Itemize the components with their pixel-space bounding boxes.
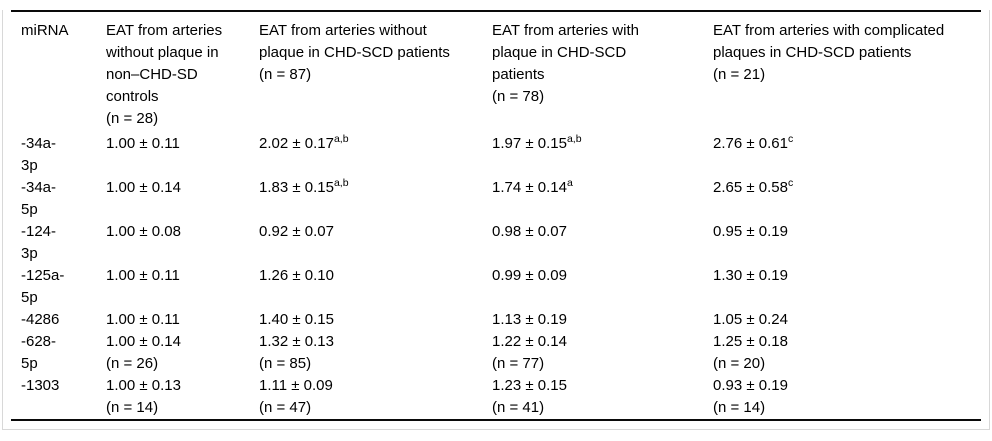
value-cell: 1.11 ± 0.09 (n = 47) (259, 375, 492, 420)
value-text: 1.22 ± 0.14 (n = 77) (492, 333, 567, 372)
column-header-chdscd-plaque: EAT from arteries with plaque in CHD-SCD… (492, 22, 639, 105)
mirna-expression-table: miRNA EAT from arteries without plaque i… (11, 10, 981, 421)
value-cell: 2.65 ± 0.58c (713, 177, 981, 221)
value-text: 1.97 ± 0.15 (492, 135, 567, 152)
value-text: 1.83 ± 0.15 (259, 179, 334, 196)
value-cell: 1.26 ± 0.10 (259, 265, 492, 309)
value-text: 1.30 ± 0.19 (713, 267, 788, 284)
value-cell: 1.22 ± 0.14 (n = 77) (492, 331, 713, 375)
table-row: -628- 5p 1.00 ± 0.14 (n = 26) 1.32 ± 0.1… (11, 331, 981, 375)
value-cell: 1.40 ± 0.15 (259, 309, 492, 331)
value-text: 1.23 ± 0.15 (n = 41) (492, 377, 567, 416)
significance-superscript: c (787, 133, 794, 145)
value-text: 1.00 ± 0.13 (n = 14) (106, 377, 181, 416)
value-text: 1.25 ± 0.18 (n = 20) (713, 333, 788, 372)
value-text: 1.26 ± 0.10 (259, 267, 334, 284)
value-text: 0.93 ± 0.19 (n = 14) (713, 377, 788, 416)
table-row: -124- 3p 1.00 ± 0.08 0.92 ± 0.07 0.98 ± … (11, 221, 981, 265)
significance-superscript: a,b (566, 133, 582, 145)
value-text: 0.92 ± 0.07 (259, 223, 334, 240)
significance-superscript: a (566, 177, 573, 189)
value-cell: 1.32 ± 0.13 (n = 85) (259, 331, 492, 375)
value-cell: 1.23 ± 0.15 (n = 41) (492, 375, 713, 420)
value-cell: 1.00 ± 0.11 (106, 133, 259, 177)
value-cell: 1.83 ± 0.15a,b (259, 177, 492, 221)
mirna-table-container: miRNA EAT from arteries without plaque i… (2, 10, 990, 430)
table-row: -125a- 5p 1.00 ± 0.11 1.26 ± 0.10 0.99 ±… (11, 265, 981, 309)
table-row: -34a- 3p 1.00 ± 0.11 2.02 ± 0.17a,b 1.97… (11, 133, 981, 177)
row-label-cell: -125a- 5p (21, 267, 65, 306)
value-text: 2.76 ± 0.61 (713, 135, 788, 152)
significance-superscript: a,b (333, 133, 349, 145)
value-cell: 1.30 ± 0.19 (713, 265, 981, 309)
row-label-cell: -4286 (21, 311, 60, 328)
value-text: 0.98 ± 0.07 (492, 223, 567, 240)
value-cell: 1.13 ± 0.19 (492, 309, 713, 331)
value-cell: 1.00 ± 0.11 (106, 309, 259, 331)
value-text: 0.95 ± 0.19 (713, 223, 788, 240)
value-text: 1.00 ± 0.11 (106, 135, 180, 152)
value-cell: 1.00 ± 0.13 (n = 14) (106, 375, 259, 420)
value-text: 2.02 ± 0.17 (259, 135, 334, 152)
value-cell: 1.00 ± 0.08 (106, 221, 259, 265)
value-text: 1.00 ± 0.14 (106, 179, 181, 196)
row-label-cell: -34a- 5p (21, 179, 57, 218)
value-cell: 0.98 ± 0.07 (492, 221, 713, 265)
value-text: 1.05 ± 0.24 (713, 311, 788, 328)
row-label-cell: -124- 3p (21, 223, 57, 262)
value-cell: 1.00 ± 0.14 (106, 177, 259, 221)
value-cell: 1.05 ± 0.24 (713, 309, 981, 331)
table-row: -1303 1.00 ± 0.13 (n = 14) 1.11 ± 0.09 (… (11, 375, 981, 420)
table-row: -4286 1.00 ± 0.11 1.40 ± 0.15 1.13 ± 0.1… (11, 309, 981, 331)
value-cell: 0.99 ± 0.09 (492, 265, 713, 309)
value-cell: 0.95 ± 0.19 (713, 221, 981, 265)
header-row: miRNA EAT from arteries without plaque i… (11, 11, 981, 133)
value-text: 1.00 ± 0.14 (n = 26) (106, 333, 181, 372)
value-cell: 1.25 ± 0.18 (n = 20) (713, 331, 981, 375)
value-cell: 1.00 ± 0.14 (n = 26) (106, 331, 259, 375)
value-text: 1.40 ± 0.15 (259, 311, 334, 328)
value-text: 0.99 ± 0.09 (492, 267, 567, 284)
value-text: 1.00 ± 0.11 (106, 267, 180, 284)
value-cell: 1.97 ± 0.15a,b (492, 133, 713, 177)
value-cell: 0.92 ± 0.07 (259, 221, 492, 265)
column-header-mirna: miRNA (21, 22, 69, 39)
column-header-chdscd-no-plaque: EAT from arteries without plaque in CHD-… (259, 22, 450, 83)
value-cell: 0.93 ± 0.19 (n = 14) (713, 375, 981, 420)
value-cell: 2.76 ± 0.61c (713, 133, 981, 177)
table-row: -34a- 5p 1.00 ± 0.14 1.83 ± 0.15a,b 1.74… (11, 177, 981, 221)
column-header-chdscd-complicated-plaque: EAT from arteries with complicated plaqu… (713, 22, 945, 83)
value-cell: 1.74 ± 0.14a (492, 177, 713, 221)
value-text: 1.32 ± 0.13 (n = 85) (259, 333, 334, 372)
row-label-cell: -34a- 3p (21, 135, 57, 174)
row-label-cell: -628- 5p (21, 333, 57, 372)
column-header-controls-no-plaque: EAT from arteries without plaque in non–… (106, 22, 223, 127)
value-text: 1.74 ± 0.14 (492, 179, 567, 196)
value-text: 2.65 ± 0.58 (713, 179, 788, 196)
value-text: 1.13 ± 0.19 (492, 311, 567, 328)
value-text: 1.11 ± 0.09 (n = 47) (259, 377, 333, 416)
row-label-cell: -1303 (21, 377, 60, 394)
significance-superscript: c (787, 177, 794, 189)
value-text: 1.00 ± 0.08 (106, 223, 181, 240)
significance-superscript: a,b (333, 177, 349, 189)
value-cell: 2.02 ± 0.17a,b (259, 133, 492, 177)
value-cell: 1.00 ± 0.11 (106, 265, 259, 309)
value-text: 1.00 ± 0.11 (106, 311, 180, 328)
